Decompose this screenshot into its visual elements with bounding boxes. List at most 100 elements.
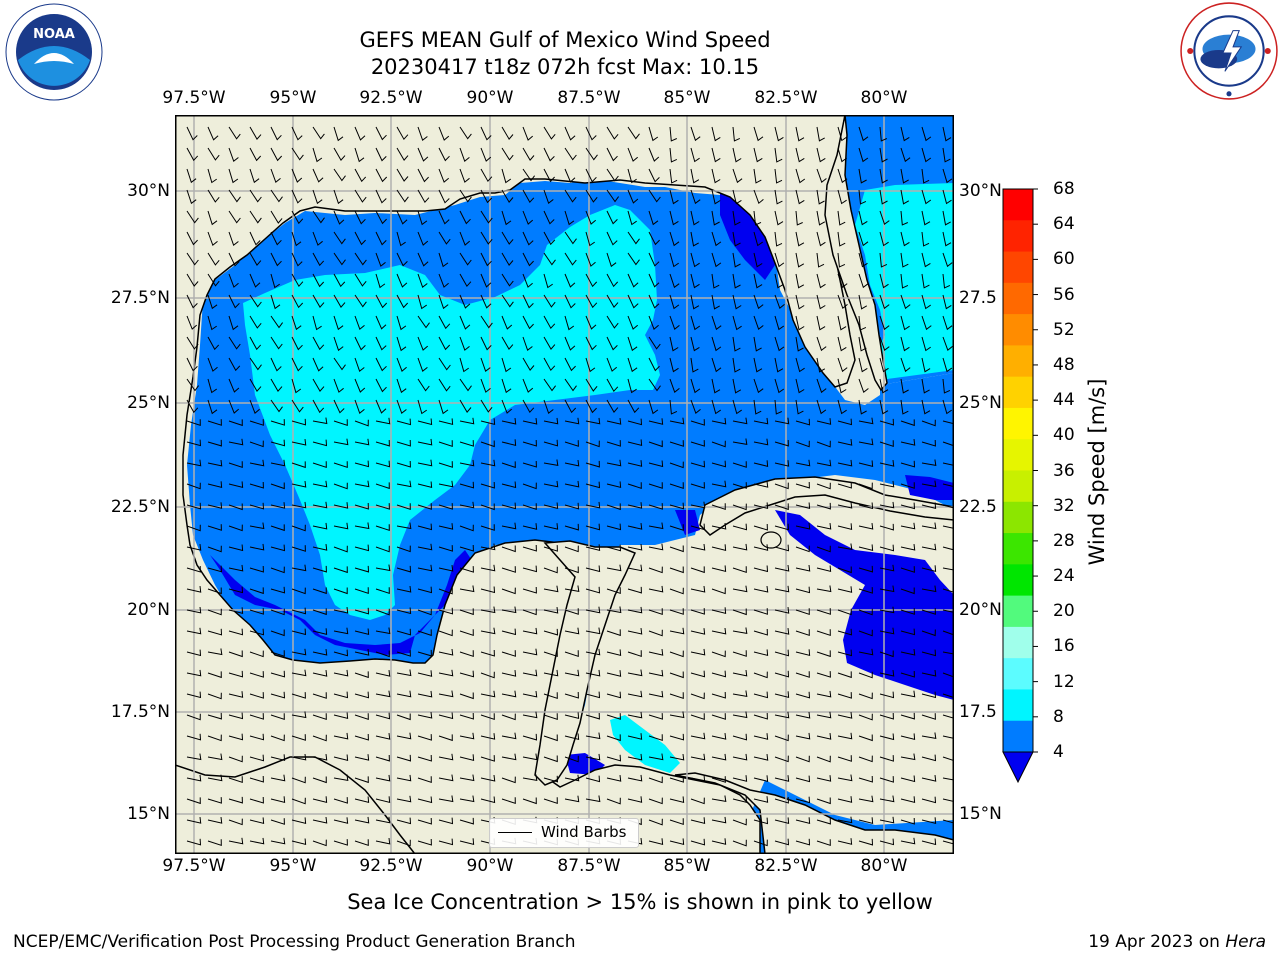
wind-barb-icon <box>921 168 930 184</box>
wind-barb-icon <box>564 168 576 183</box>
wind-barb-icon <box>543 650 558 657</box>
wind-barb-icon <box>900 775 916 783</box>
wind-barb-icon <box>669 399 678 415</box>
wind-barb-icon <box>375 712 391 720</box>
wind-barb-icon <box>795 189 805 205</box>
wind-barb-icon <box>396 418 412 426</box>
wind-barb-icon <box>501 628 517 636</box>
wind-barb-icon <box>669 294 680 310</box>
wind-barb-icon <box>900 522 916 530</box>
wind-barb-icon <box>711 838 727 845</box>
wind-barb-icon <box>795 294 805 310</box>
wind-barb-icon <box>354 671 369 679</box>
wind-barb-icon <box>921 126 932 142</box>
wind-barb-icon <box>564 294 576 309</box>
wind-barb-icon <box>606 797 621 805</box>
wind-barb-icon <box>291 564 307 572</box>
wind-barb-icon <box>774 607 790 614</box>
wind-barb-icon <box>186 713 201 721</box>
wind-barb-icon <box>732 399 742 415</box>
wind-barb-icon <box>795 817 811 824</box>
wind-barb-icon <box>690 838 706 846</box>
wind-barb-icon <box>480 713 495 720</box>
wind-barb-icon <box>312 399 325 414</box>
wind-barb-icon <box>669 273 680 289</box>
wind-barb-icon <box>438 168 450 183</box>
wind-barb-icon <box>186 210 199 224</box>
wind-barb-icon <box>480 543 496 551</box>
wind-contour-below-4 <box>905 475 954 500</box>
wind-barb-icon <box>312 670 328 677</box>
wind-barb-icon <box>648 357 660 372</box>
wind-barb-icon <box>669 168 678 184</box>
wind-barb-icon <box>354 480 370 488</box>
wind-barb-icon <box>228 357 241 372</box>
wind-barb-icon <box>459 585 475 593</box>
wind-barb-icon <box>312 816 328 824</box>
wind-barb-icon <box>900 482 915 489</box>
wind-barb-icon <box>837 459 853 467</box>
wind-barb-icon <box>501 650 516 657</box>
wind-barb-icon <box>480 586 496 594</box>
wind-barb-icon <box>732 482 747 489</box>
wind-barb-icon <box>690 670 706 678</box>
colorbar-segment <box>1003 345 1033 378</box>
wind-barb-icon <box>732 417 748 425</box>
wind-barb-icon <box>480 733 496 740</box>
wind-barb-icon <box>228 607 244 614</box>
wind-barb-icon <box>837 231 846 247</box>
wind-barb-icon <box>921 838 937 846</box>
wind-barb-icon <box>669 776 684 783</box>
wind-barb-icon <box>921 419 936 427</box>
wind-barb-icon <box>354 168 367 183</box>
wind-barb-icon <box>480 755 495 762</box>
wind-barb-icon <box>249 608 264 615</box>
wind-barb-icon <box>417 670 433 677</box>
footer-right: 19 Apr 2023 on Hera <box>1088 932 1266 952</box>
wind-barb-icon <box>774 755 789 763</box>
wind-barb-icon <box>333 502 349 509</box>
wind-barb-icon <box>690 357 699 373</box>
wind-barb-icon <box>417 438 433 446</box>
wind-barb-icon <box>228 544 244 552</box>
wind-barb-icon <box>543 168 555 183</box>
wind-barb-icon <box>396 378 407 394</box>
wind-barb-icon <box>501 273 514 287</box>
wind-barb-icon <box>690 419 705 426</box>
wind-barb-icon <box>480 189 493 204</box>
wind-barb-icon <box>228 818 243 826</box>
wind-barb-icon <box>543 734 558 742</box>
wind-barb-icon <box>354 649 370 656</box>
wind-barb-icon <box>942 840 954 845</box>
wind-barb-icon <box>690 273 700 289</box>
wind-barb-icon <box>564 315 575 331</box>
wind-barb-icon <box>459 544 474 552</box>
wind-barb-icon <box>228 399 240 414</box>
wind-barb-icon <box>312 501 328 509</box>
wind-barb-icon <box>858 189 867 205</box>
wind-barb-icon <box>774 231 783 247</box>
wind-barb-icon <box>354 126 366 141</box>
wind-barb-icon <box>564 357 576 372</box>
wind-barb-icon <box>711 252 722 268</box>
wind-barb-icon <box>732 566 747 573</box>
wind-barb-icon <box>690 168 700 184</box>
wind-barb-icon <box>291 315 302 331</box>
wind-barb-icon <box>753 565 769 573</box>
wind-barb-icon <box>921 713 936 720</box>
wind-barb-icon <box>942 420 954 425</box>
wind-barb-icon <box>249 357 262 371</box>
wind-barb-icon <box>312 796 328 803</box>
wind-barb-icon <box>942 672 954 678</box>
wind-barb-icon <box>669 671 684 679</box>
wind-barb-icon <box>228 837 244 845</box>
wind-barb-icon <box>816 608 831 615</box>
wind-barb-icon <box>564 273 576 288</box>
wind-barb-icon <box>816 168 827 184</box>
wind-barb-icon <box>816 294 826 310</box>
wind-barb-icon <box>564 440 579 447</box>
wind-barb-icon <box>795 649 811 656</box>
wind-barb-icon <box>417 210 428 226</box>
wind-barb-icon <box>501 210 512 226</box>
wind-barb-icon <box>606 273 619 288</box>
